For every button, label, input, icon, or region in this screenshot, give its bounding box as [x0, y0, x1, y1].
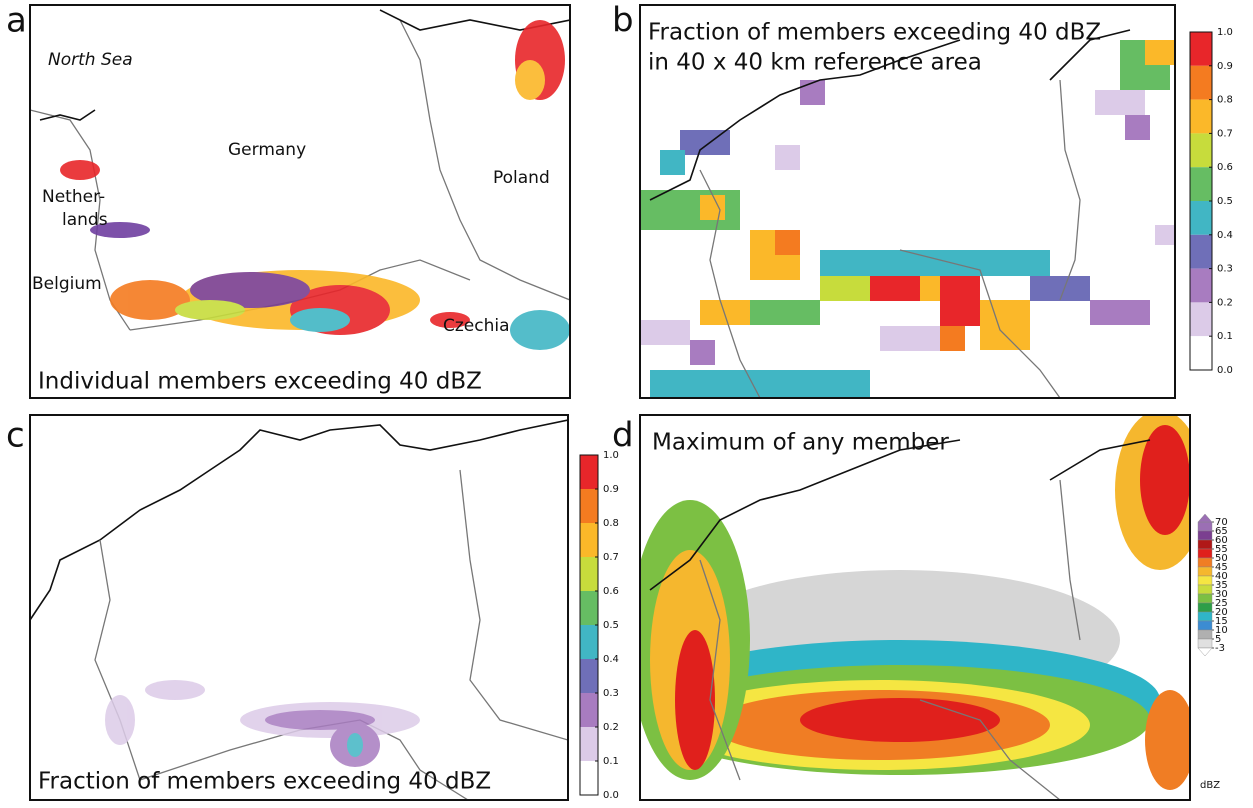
colorbar-tick-label: 0.6: [603, 586, 619, 597]
colorbar-tick-label: 0.1: [1217, 331, 1233, 342]
colorbar-swatch: [1190, 133, 1212, 167]
colorbar-swatch: [1198, 612, 1212, 621]
panel-letter: b: [612, 1, 634, 41]
panel-caption: Maximum of any member: [652, 430, 949, 456]
colorbar-end: [1198, 648, 1212, 656]
colorbar-tick-label: 0.9: [603, 484, 619, 495]
place-label: Czechia: [443, 316, 510, 336]
colorbar-swatch: [1198, 594, 1212, 603]
colorbar-swatch: [580, 761, 598, 795]
place-label: North Sea: [48, 50, 133, 70]
colorbar-swatch: [580, 455, 598, 489]
colorbar-swatch: [580, 557, 598, 591]
colorbar-swatch: [1190, 235, 1212, 269]
colorbar-tick-label: 0.2: [1217, 297, 1233, 308]
colorbar-swatch: [1198, 630, 1212, 639]
figure: 1.0 0.9 0.8 0.7 0.6 0.5 0.4 0.3 0.2 0.1 0.0 1.0 0.9…: [0, 0, 1253, 804]
colorbar-tick-label: 0.0: [1217, 365, 1233, 376]
colorbar-tick-label: 0.8: [1217, 95, 1233, 106]
colorbar-swatch: [1198, 621, 1212, 630]
panel-caption: Fraction of members exceeding 40 dBZ: [648, 20, 1101, 46]
panel-caption: Fraction of members exceeding 40 dBZ: [38, 769, 491, 795]
colorbar-swatch: [1198, 576, 1212, 585]
place-label: lands: [62, 210, 108, 230]
colorbar-swatch: [580, 659, 598, 693]
colorbar-b: 1.0 0.9 0.8 0.7 0.6 0.5 0.4 0.3 0.2 0.1 0.0: [1190, 27, 1233, 376]
panel-letter: d: [612, 416, 634, 456]
colorbar-swatch: [1198, 639, 1212, 648]
place-label: Germany: [228, 140, 306, 160]
colorbar-tick-label: 0.4: [1217, 230, 1233, 241]
colorbar-swatch: [1190, 167, 1212, 201]
colorbar-tick-label: 0.2: [603, 722, 619, 733]
colorbar-swatch: [1190, 201, 1212, 235]
map-b: [640, 30, 1175, 398]
colorbar-swatch: [1190, 32, 1212, 66]
panel-letter: a: [6, 1, 27, 41]
colorbar-swatch: [1198, 522, 1212, 531]
colorbar-swatch: [1190, 100, 1212, 134]
colorbar-tick-label: 0.7: [603, 552, 619, 563]
colorbar-swatch: [1198, 567, 1212, 576]
colorbar-swatch: [1198, 549, 1212, 558]
colorbar-tick-label: -3: [1215, 643, 1225, 654]
colorbar-swatch: [1190, 302, 1212, 336]
colorbar-tick-label: 0.9: [1217, 61, 1233, 72]
colorbar-swatch: [1198, 558, 1212, 567]
colorbar-tick-label: 0.5: [603, 620, 619, 631]
colorbar-swatch: [1198, 585, 1212, 594]
place-label: Poland: [493, 168, 550, 188]
colorbar-end: [1198, 514, 1212, 522]
colorbar-tick-label: 0.3: [1217, 264, 1233, 275]
place-label: Nether-: [42, 187, 105, 207]
colorbar-tick-label: 0.5: [1217, 196, 1233, 207]
colorbar-tick-label: 0.7: [1217, 128, 1233, 139]
map-c: [30, 420, 568, 800]
colorbar-tick-label: 0.1: [603, 756, 619, 767]
colorbar-swatch: [1198, 540, 1212, 549]
map-d: [630, 410, 1205, 800]
colorbar-unit: dBZ: [1200, 780, 1220, 791]
frame-c: [30, 415, 568, 800]
colorbar-swatch: [1198, 531, 1212, 540]
colorbar-c: 1.00.90.80.70.60.50.40.30.20.10.0: [580, 450, 619, 801]
colorbar-swatch: [1190, 66, 1212, 100]
panel-caption: in 40 x 40 km reference area: [648, 50, 982, 76]
colorbar-swatch: [580, 591, 598, 625]
colorbar-tick-label: 0.0: [603, 790, 619, 801]
colorbar-tick-label: 0.8: [603, 518, 619, 529]
colorbar-swatch: [580, 523, 598, 557]
place-label: Belgium: [32, 274, 102, 294]
colorbar-swatch: [1198, 603, 1212, 612]
colorbar-swatch: [580, 489, 598, 523]
colorbar-swatch: [1190, 269, 1212, 303]
colorbar-tick-label: 0.6: [1217, 162, 1233, 173]
colorbar-tick-label: 0.4: [603, 654, 619, 665]
colorbar-swatch: [580, 693, 598, 727]
panel-letter: c: [6, 416, 25, 456]
panel-caption: Individual members exceeding 40 dBZ: [38, 369, 482, 395]
colorbar-tick-label: 0.3: [603, 688, 619, 699]
colorbar-tick-label: 1.0: [1217, 27, 1233, 38]
colorbar-swatch: [1190, 336, 1212, 370]
colorbar-swatch: [580, 727, 598, 761]
colorbar-swatch: [580, 625, 598, 659]
grid-cells: [640, 40, 1175, 398]
